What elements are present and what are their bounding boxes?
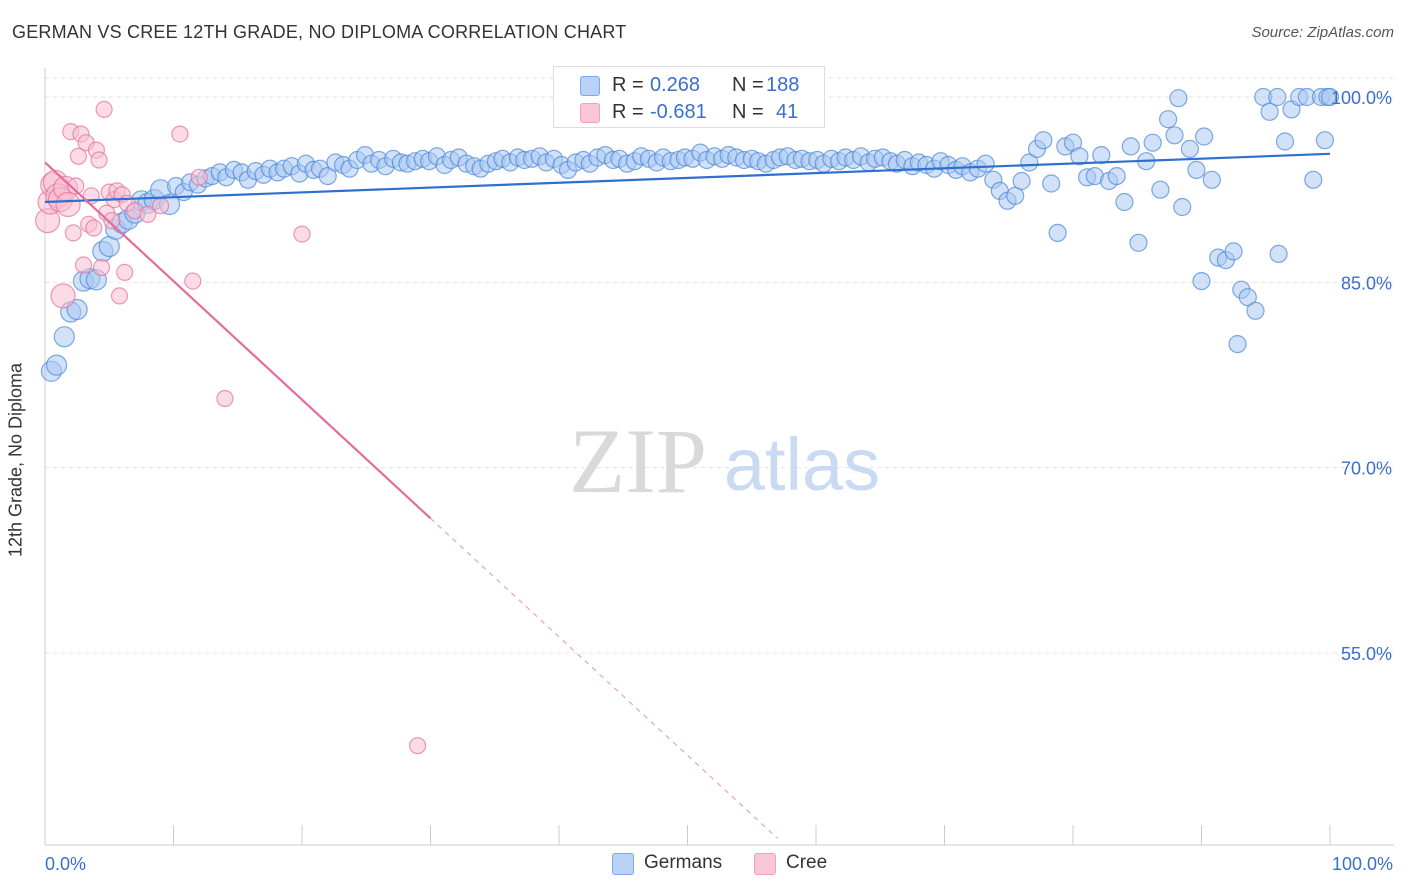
r-value: -0.681 bbox=[650, 101, 707, 123]
germans-point bbox=[1320, 87, 1340, 107]
germans-point bbox=[1187, 160, 1206, 179]
cree-point bbox=[110, 287, 129, 305]
x-tick-label-max: 100.0% bbox=[1332, 854, 1393, 874]
germans-point bbox=[1228, 335, 1247, 354]
germans-point bbox=[1034, 131, 1053, 150]
germans-point bbox=[1269, 244, 1288, 263]
germans-point bbox=[1260, 102, 1279, 121]
germans-point bbox=[1070, 147, 1089, 166]
germans-point bbox=[1169, 89, 1188, 108]
cree-point bbox=[139, 205, 157, 223]
germans-point bbox=[1275, 132, 1295, 151]
y-tick-label: 70.0% bbox=[1341, 459, 1392, 479]
watermark: ZIP atlas bbox=[569, 410, 880, 512]
germans-point bbox=[976, 154, 995, 173]
n-value: 41 bbox=[776, 101, 799, 123]
cree-trendline bbox=[44, 161, 432, 520]
germans-point bbox=[1165, 126, 1184, 145]
germans-point bbox=[53, 326, 75, 348]
germans-point bbox=[1246, 301, 1265, 320]
series-legend: Germans Cree bbox=[0, 852, 1406, 878]
tick-labels: 55.0% 70.0% 85.0% 100.0% 0.0% 100.0% bbox=[45, 88, 1393, 874]
germans-point bbox=[1107, 167, 1126, 186]
x-tick-label-min: 0.0% bbox=[45, 854, 86, 874]
source-label: Source: ZipAtlas.com bbox=[1251, 24, 1394, 41]
germans-point bbox=[1202, 170, 1221, 189]
cree-point bbox=[92, 258, 111, 277]
chart-title: GERMAN VS CREE 12TH GRADE, NO DIPLOMA CO… bbox=[12, 22, 627, 42]
cree-point bbox=[190, 168, 208, 186]
germans-point bbox=[1192, 272, 1211, 291]
y-tick-label: 55.0% bbox=[1341, 644, 1392, 664]
germans-point bbox=[1151, 180, 1170, 199]
germans-point bbox=[318, 167, 337, 186]
r-label: R = bbox=[612, 74, 644, 96]
germans-point bbox=[1115, 192, 1134, 212]
germans-point bbox=[1315, 131, 1335, 150]
germans-point bbox=[1092, 146, 1111, 165]
stats-row-cree: R = -0.681 N = 41 bbox=[554, 100, 824, 128]
cree-point bbox=[85, 219, 103, 237]
germans-point bbox=[1020, 153, 1039, 172]
germans-point bbox=[1194, 127, 1214, 146]
cree-point bbox=[216, 389, 234, 408]
germans-point bbox=[1224, 242, 1243, 261]
watermark-atlas: atlas bbox=[724, 423, 880, 506]
watermark-zip: ZIP bbox=[569, 410, 707, 512]
r-value: 0.268 bbox=[650, 74, 701, 96]
cree-point bbox=[184, 272, 202, 290]
germans-point bbox=[1173, 197, 1192, 217]
cree-point bbox=[55, 191, 81, 218]
legend-label-germans: Germans bbox=[644, 852, 723, 873]
n-label: N = bbox=[732, 101, 764, 123]
trendlines bbox=[44, 152, 1331, 839]
germans-point bbox=[1238, 288, 1257, 307]
cree-point bbox=[67, 177, 85, 195]
cree-point bbox=[152, 197, 170, 215]
cree-point bbox=[116, 263, 134, 281]
germans-point bbox=[1129, 233, 1148, 252]
germans-point bbox=[1268, 87, 1287, 107]
cree-point bbox=[74, 256, 93, 274]
germans-point bbox=[1143, 133, 1162, 152]
cree-point bbox=[171, 125, 189, 143]
germans-point bbox=[1121, 137, 1140, 156]
cree-legend-swatch bbox=[754, 853, 776, 875]
germans-trendline bbox=[44, 152, 1331, 204]
legend-label-cree: Cree bbox=[786, 852, 828, 873]
cree-point bbox=[50, 283, 76, 309]
cree-point bbox=[95, 100, 113, 119]
y-axis-label: 12th Grade, No Diploma bbox=[5, 362, 26, 558]
germans-point bbox=[1048, 223, 1067, 242]
cree-swatch bbox=[580, 103, 600, 123]
stats-legend: R = 0.268 N = 188 R = -0.681 N = 41 bbox=[553, 66, 825, 128]
germans-swatch bbox=[580, 76, 600, 96]
cree-point bbox=[69, 147, 88, 165]
germans-point bbox=[1158, 110, 1178, 129]
stats-row-germans: R = 0.268 N = 188 bbox=[554, 73, 824, 101]
germans-point bbox=[1042, 174, 1061, 193]
germans-legend-swatch bbox=[612, 853, 634, 875]
y-tick-label: 85.0% bbox=[1341, 273, 1392, 293]
n-value: 188 bbox=[766, 74, 800, 96]
data-points bbox=[34, 87, 1340, 755]
cree-trendline-extension bbox=[430, 517, 778, 839]
y-tick-label: 100.0% bbox=[1331, 88, 1392, 108]
cree-point bbox=[293, 225, 311, 243]
cree-point bbox=[64, 224, 82, 242]
n-label: N = bbox=[732, 74, 764, 96]
cree-point bbox=[90, 151, 108, 169]
germans-point bbox=[1180, 139, 1200, 158]
cree-point bbox=[103, 212, 121, 230]
germans-point bbox=[45, 354, 68, 376]
r-label: R = bbox=[612, 101, 644, 123]
germans-point bbox=[1012, 171, 1031, 191]
cree-point bbox=[409, 737, 427, 755]
germans-point bbox=[1304, 170, 1323, 189]
